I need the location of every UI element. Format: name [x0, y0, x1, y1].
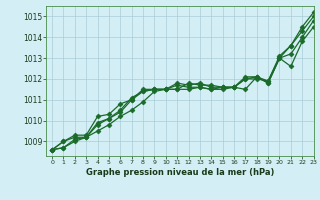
X-axis label: Graphe pression niveau de la mer (hPa): Graphe pression niveau de la mer (hPa) [86, 168, 274, 177]
